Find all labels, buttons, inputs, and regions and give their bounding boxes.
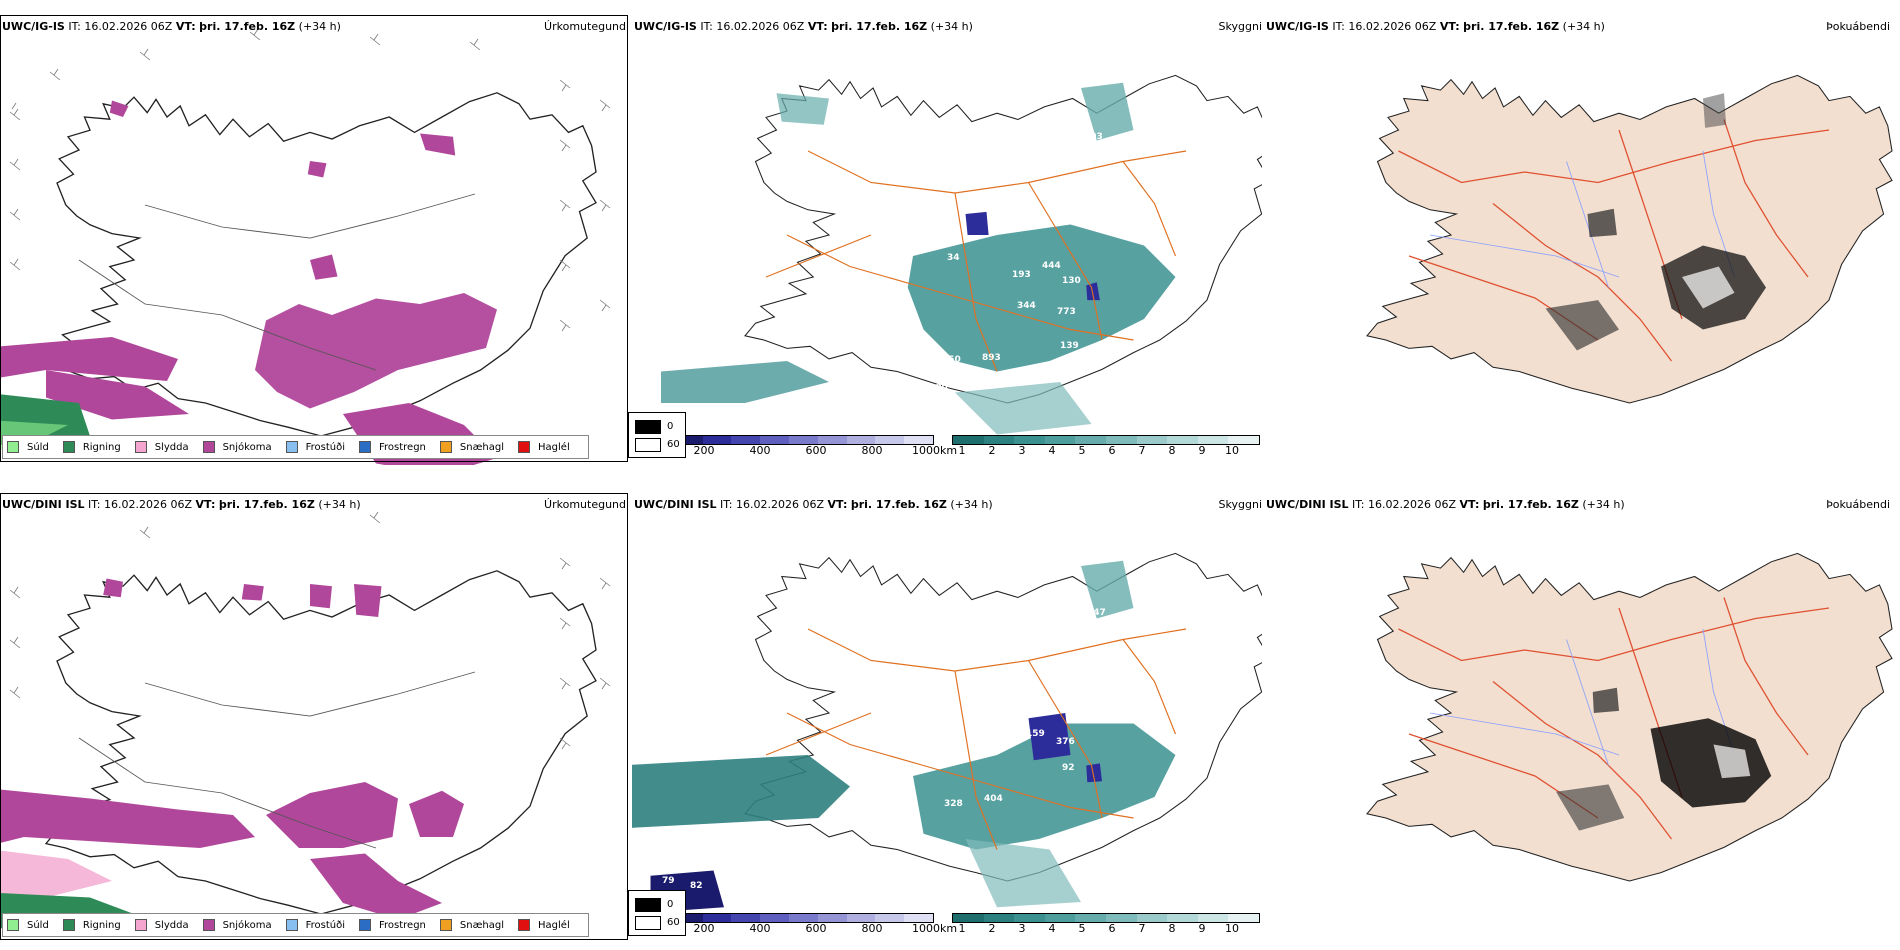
cloud-label: 92	[1062, 763, 1075, 773]
panel-title: Úrkomutegund	[544, 498, 626, 511]
cloud-label: 344	[1017, 301, 1036, 311]
precip-map[interactable]	[0, 0, 630, 465]
panel-header: UWC/IG-IS IT: 16.02.2026 06Z VT: þri. 17…	[1266, 20, 1605, 33]
forecast-row-bottom: UWC/DINI ISL IT: 16.02.2026 06Z VT: þri.…	[0, 478, 1900, 948]
cloud-label: 328	[944, 799, 963, 809]
cloud-label: 200	[929, 383, 948, 393]
cloud-label: 404	[984, 794, 1003, 804]
legend-item: Slydda	[134, 919, 189, 931]
panel-header: UWC/IG-IS IT: 16.02.2026 06Z VT: þri. 17…	[634, 20, 973, 33]
cloud-label: 82	[690, 881, 703, 891]
cloud-label: 444	[1042, 261, 1061, 271]
contour-labels: 347 14 27 159 376 92 328 404 762 79 82	[662, 608, 1106, 891]
precip-legend: Súld Rigning Slydda Snjókoma Frostúði Fr…	[2, 435, 589, 459]
forecast-row-top: UWC/IG-IS IT: 16.02.2026 06Z VT: þri. 17…	[0, 0, 1900, 470]
visibility-colorbar: km 1 2 3 4 5 6 7 8 9 10	[940, 435, 1260, 465]
panel-title: Þokuábendi	[1826, 20, 1890, 33]
precip-map[interactable]	[0, 478, 630, 943]
legend-item: Rigning	[62, 919, 121, 931]
cloud-label: 61	[907, 345, 920, 355]
legend-item: Rigning	[62, 441, 121, 453]
fog-legend: 0 60	[628, 890, 686, 936]
legend-item: Slydda	[134, 441, 189, 453]
cloud-label: 347	[1087, 608, 1106, 618]
contour-labels: 303 34 193 444 130 344 773 139 450 893 5…	[900, 132, 1148, 396]
cloud-label: 79	[662, 876, 675, 886]
cloud-label: 376	[1056, 737, 1075, 747]
legend-item: Haglél	[518, 441, 570, 453]
cloud-label: 303	[1084, 132, 1103, 142]
legend-item: Súld	[7, 919, 49, 931]
fog-map[interactable]	[1264, 478, 1900, 943]
cloud-label: 27	[1024, 705, 1037, 715]
legend-item: Snjókoma	[202, 441, 272, 453]
panel-title: Skyggni	[1218, 20, 1262, 33]
panel-header: UWC/DINI ISL IT: 16.02.2026 06Z VT: þri.…	[634, 498, 993, 511]
legend-item: Frostregn	[359, 441, 426, 453]
cloud-label: 2	[1142, 148, 1148, 158]
cloud-label: 450	[942, 355, 961, 365]
legend-item: Snæhagl	[439, 919, 504, 931]
legend-item: Frostúði	[285, 919, 345, 931]
panel-header: UWC/DINI ISL IT: 16.02.2026 06Z VT: þri.…	[2, 498, 361, 511]
precip-legend: Súld Rigning Slydda Snjókoma Frostúði Fr…	[2, 913, 589, 937]
legend-item: Frostúði	[285, 441, 345, 453]
legend-item: Haglél	[518, 919, 570, 931]
cloud-label: 762	[902, 829, 921, 839]
precip-type-panel: UWC/IG-IS IT: 16.02.2026 06Z VT: þri. 17…	[0, 0, 630, 465]
legend-item: Snæhagl	[439, 441, 504, 453]
panel-header: UWC/IG-IS IT: 16.02.2026 06Z VT: þri. 17…	[2, 20, 341, 33]
cloud-label: 34	[947, 253, 960, 263]
cloud-visibility-panel: 347 14 27 159 376 92 328 404 762 79 82 U…	[632, 478, 1262, 943]
cloud-visibility-panel: 303 34 193 444 130 344 773 139 450 893 5…	[632, 0, 1262, 465]
cloud-label: 139	[1060, 341, 1079, 351]
cloud-label: 14	[942, 711, 955, 721]
fog-index-panel: UWC/IG-IS IT: 16.02.2026 06Z VT: þri. 17…	[1264, 0, 1900, 465]
panel-title: Úrkomutegund	[544, 20, 626, 33]
cloud-label: 506	[900, 386, 919, 396]
visibility-map[interactable]: 347 14 27 159 376 92 328 404 762 79 82	[632, 478, 1262, 943]
fog-index-panel: UWC/DINI ISL IT: 16.02.2026 06Z VT: þri.…	[1264, 478, 1900, 943]
precip-type-panel: UWC/DINI ISL IT: 16.02.2026 06Z VT: þri.…	[0, 478, 630, 943]
panel-title: Þokuábendi	[1826, 498, 1890, 511]
fog-map[interactable]	[1264, 0, 1900, 465]
fog-legend: 0 60	[628, 412, 686, 458]
cloud-label: 773	[1057, 307, 1076, 317]
visibility-colorbar: km 1 2 3 4 5 6 7 8 9 10	[940, 913, 1260, 943]
panel-header: UWC/DINI ISL IT: 16.02.2026 06Z VT: þri.…	[1266, 498, 1625, 511]
legend-item: Frostregn	[359, 919, 426, 931]
cloud-label: 893	[982, 353, 1001, 363]
cloud-label: 159	[1026, 729, 1045, 739]
panel-title: Skyggni	[1218, 498, 1262, 511]
visibility-map[interactable]: 303 34 193 444 130 344 773 139 450 893 5…	[632, 0, 1262, 465]
legend-item: Súld	[7, 441, 49, 453]
cloud-label: 130	[1062, 276, 1081, 286]
legend-item: Snjókoma	[202, 919, 272, 931]
cloud-label: 193	[1012, 270, 1031, 280]
